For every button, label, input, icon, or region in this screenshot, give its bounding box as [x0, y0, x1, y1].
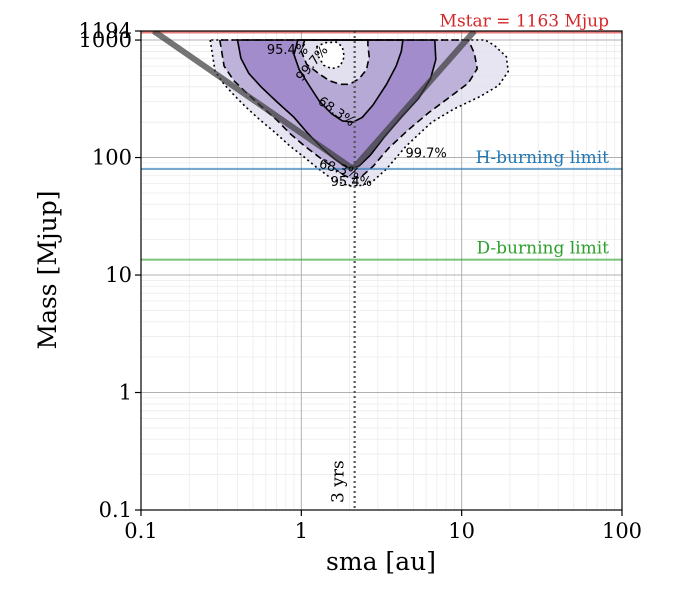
contour-label: 95.4% — [267, 43, 308, 58]
period-line: 3 yrs — [329, 31, 356, 510]
y-tick-label: 1194 — [79, 19, 132, 43]
hburn-label: H-burning limit — [476, 148, 610, 168]
x-tick-label: 100 — [602, 519, 642, 543]
envelope-line-0 — [151, 31, 355, 172]
y-tick-label: 100 — [92, 146, 132, 170]
contour-hole-fill-2 — [316, 42, 345, 69]
dburn-label: D-burning limit — [476, 239, 609, 259]
contour-label: 99.7% — [405, 147, 446, 162]
contour-hole-line-0 — [293, 39, 404, 124]
contour-hole-line-1 — [300, 39, 371, 86]
contour-line-1 — [218, 39, 479, 180]
mstar-label: Mstar = 1163 Mjup — [440, 11, 610, 31]
envelope-line-1 — [350, 31, 477, 171]
x-axis-ticks: 0.1 1 10 100 — [124, 510, 642, 543]
x-tick-label: 10 — [448, 519, 475, 543]
contour-line-0 — [209, 39, 510, 188]
y-axis-label: Mass [Mjup] — [33, 190, 62, 349]
envelope-lines — [151, 31, 477, 172]
period-label: 3 yrs — [329, 460, 349, 503]
y-tick-label: 1000 — [79, 28, 132, 52]
y-tick-label: 0.1 — [99, 498, 132, 522]
contour-label: 95.4% — [331, 175, 372, 190]
y-tick-label: 10 — [105, 263, 132, 287]
contour-hole-line-2 — [316, 41, 346, 70]
y-tick-label: 1 — [119, 381, 132, 405]
x-tick-label: 0.1 — [124, 519, 157, 543]
x-axis-label: sma [au] — [326, 547, 436, 576]
plot-frame — [140, 30, 623, 511]
x-tick-label: 1 — [295, 519, 308, 543]
horizontal-limit-lines: Mstar = 1163 Mjup H-burning limit D-burnin… — [141, 11, 622, 261]
